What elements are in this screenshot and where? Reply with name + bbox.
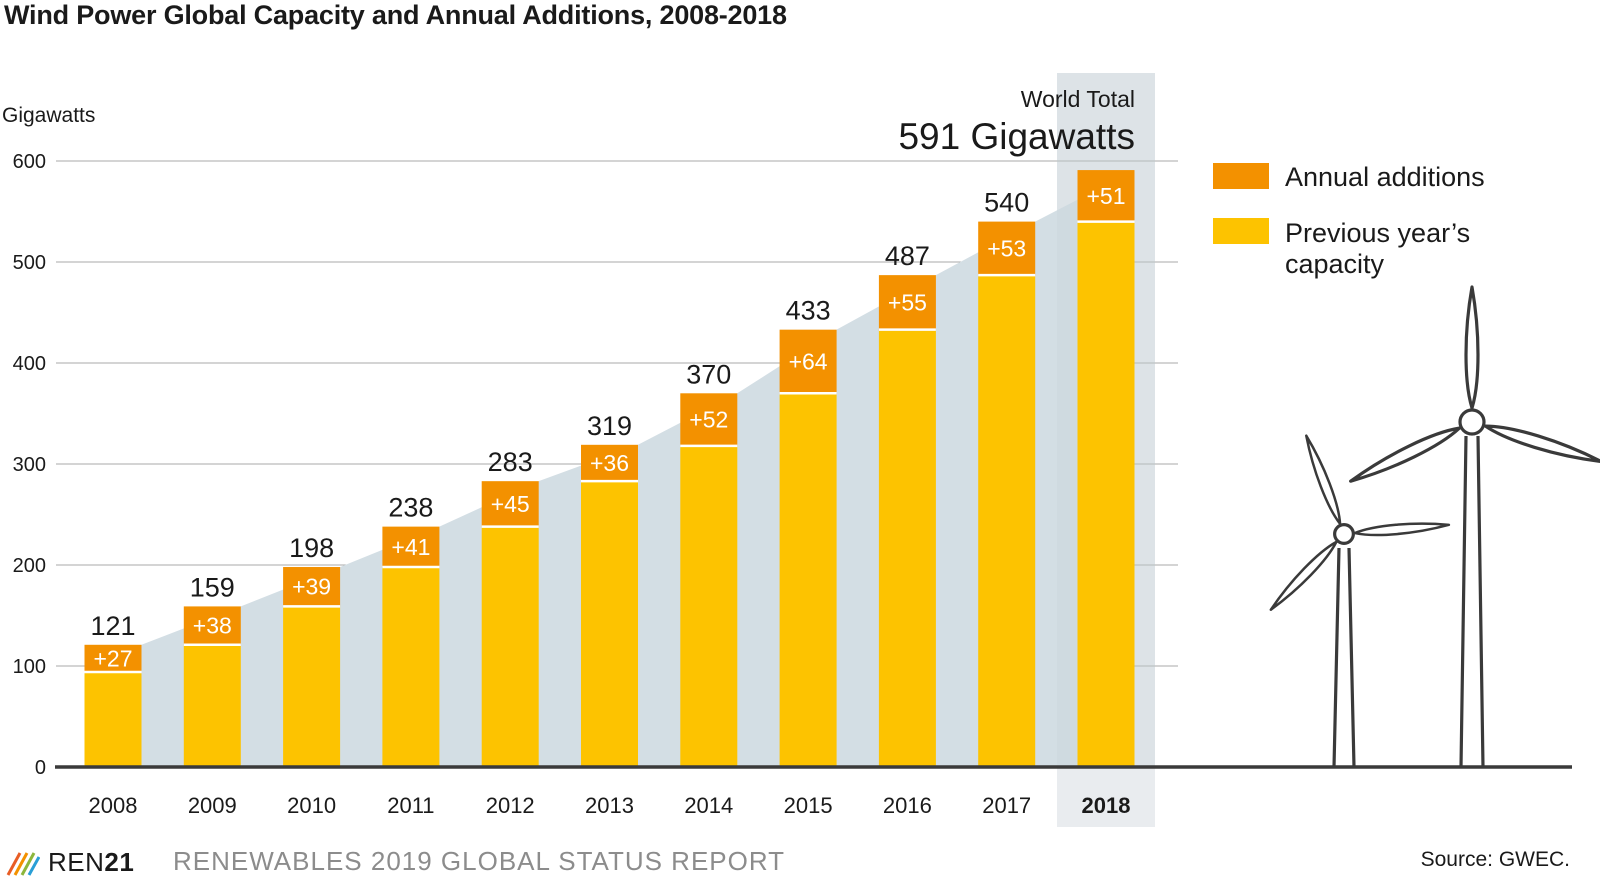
total-label: 198 [289,533,334,563]
bar-previous-capacity [581,481,638,767]
legend-label-annual-additions: Annual additions [1285,162,1485,192]
ren21-brand: REN21 [48,846,135,877]
x-tick-label: 2009 [188,793,237,818]
legend-swatch-annual-additions [1213,163,1269,189]
bar-annual-addition [183,606,241,645]
x-tick-label: 2015 [784,793,833,818]
legend-label-previous-capacity-line1: Previous year’s [1285,218,1470,248]
addition-label: +36 [590,450,629,476]
x-tick-label: 2013 [585,793,634,818]
report-name: RENEWABLES 2019 GLOBAL STATUS REPORT [173,846,786,876]
addition-label: +51 [1086,183,1125,209]
bar-previous-capacity [779,393,837,767]
source-note: Source: GWEC. [1420,848,1570,871]
total-label: 319 [587,411,632,441]
x-tick-label: 2018 [1082,793,1131,818]
total-label: 159 [190,572,235,602]
bar-previous-capacity [382,567,440,767]
total-label: 370 [686,359,731,389]
total-label: 121 [90,611,135,641]
x-tick-label: 2017 [982,793,1031,818]
bar-previous-capacity [481,526,539,767]
y-tick-label: 300 [13,454,46,476]
addition-label: +64 [789,348,828,374]
bar-annual-addition [481,481,539,527]
bar-previous-capacity [183,644,241,767]
bar-previous-capacity [680,445,738,767]
world-total-label: World Total [1021,86,1135,112]
addition-label: +53 [987,235,1026,261]
world-total-value: 591 Gigawatts [898,116,1135,157]
chart-title: Wind Power Global Capacity and Annual Ad… [4,0,787,30]
bar-annual-addition [779,329,837,395]
total-label: 433 [786,296,831,326]
addition-label: +41 [391,534,430,560]
total-label: 540 [984,188,1029,218]
addition-label: +27 [93,645,132,671]
bar-previous-capacity [878,329,936,767]
y-tick-label: 500 [13,252,46,274]
y-tick-label: 600 [13,151,46,173]
bar-annual-addition [84,644,142,673]
bar-annual-addition [283,567,341,607]
x-tick-label: 2014 [684,793,733,818]
x-tick-label: 2011 [387,793,434,818]
x-tick-label: 2010 [287,793,336,818]
legend-swatch-previous-capacity [1213,218,1269,244]
legend-label-previous-capacity-line2: capacity [1285,249,1385,279]
bar-previous-capacity [84,672,142,767]
addition-label: +39 [292,574,331,600]
y-tick-label: 100 [13,656,46,678]
addition-label: +55 [888,289,927,315]
bar-previous-capacity [978,275,1036,767]
total-label: 238 [388,493,433,523]
wind-turbine-icon [1269,285,1600,768]
y-tick-label: 0 [35,757,46,779]
total-label: 283 [488,447,533,477]
bar-annual-addition [1077,170,1135,222]
y-tick-label: 200 [13,555,46,577]
total-label: 487 [885,241,930,271]
bar-annual-addition [680,393,738,446]
ren21-logo: REN21 [6,842,134,882]
y-tick-label: 400 [13,353,46,375]
x-tick-label: 2008 [89,793,138,818]
x-tick-label: 2012 [486,793,535,818]
ren21-logo-icon [6,852,40,876]
bar-previous-capacity [1077,221,1135,768]
bar-annual-addition [581,444,638,482]
bar-previous-capacity [283,606,341,767]
bar-annual-addition [978,221,1036,276]
x-tick-label: 2016 [883,793,932,818]
addition-label: +45 [491,491,530,517]
addition-label: +52 [689,407,728,433]
y-axis-title: Gigawatts [2,104,95,127]
bar-annual-addition [878,275,936,331]
addition-label: +38 [193,613,232,639]
bar-annual-addition [382,526,440,569]
